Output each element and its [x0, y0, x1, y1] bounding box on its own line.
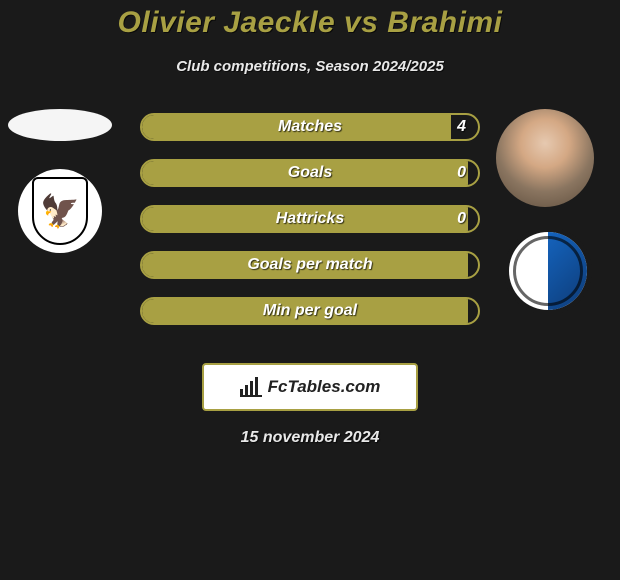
stat-bar-label: Goals	[142, 161, 478, 185]
stat-bar: Matches4	[140, 113, 480, 141]
player-photo-left	[8, 109, 112, 141]
badge-ring-icon	[513, 236, 583, 306]
page-subtitle: Club competitions, Season 2024/2025	[0, 58, 620, 75]
page-title: Olivier Jaeckle vs Brahimi	[0, 6, 620, 40]
left-player-column: 🦅	[8, 109, 112, 253]
stat-bar: Hattricks0	[140, 205, 480, 233]
snapshot-date: 15 november 2024	[0, 429, 620, 447]
stat-bars: Matches4Goals0Hattricks0Goals per matchM…	[140, 113, 480, 343]
stat-bar-label: Goals per match	[142, 253, 478, 277]
stat-bar-value: 0	[457, 161, 466, 185]
header: Olivier Jaeckle vs Brahimi Club competit…	[0, 0, 620, 75]
stat-bar-value: 4	[457, 115, 466, 139]
stat-bar-label: Matches	[142, 115, 478, 139]
shield-icon: 🦅	[32, 177, 88, 245]
club-badge-right	[504, 227, 592, 315]
stat-bar-label: Min per goal	[142, 299, 478, 323]
club-badge-left: 🦅	[18, 169, 102, 253]
stat-bar-value: 0	[457, 207, 466, 231]
stat-bar: Min per goal	[140, 297, 480, 325]
stat-bar: Goals0	[140, 159, 480, 187]
right-player-column	[496, 109, 600, 315]
eagle-icon: 🦅	[40, 195, 80, 227]
site-brand-box[interactable]: FcTables.com	[202, 363, 418, 411]
comparison-area: 🦅 Matches4Goals0Hattricks0Goals per matc…	[0, 103, 620, 363]
site-brand-text: FcTables.com	[268, 377, 381, 397]
barchart-icon	[240, 377, 262, 397]
player-photo-right	[496, 109, 594, 207]
stat-bar-label: Hattricks	[142, 207, 478, 231]
stat-bar: Goals per match	[140, 251, 480, 279]
